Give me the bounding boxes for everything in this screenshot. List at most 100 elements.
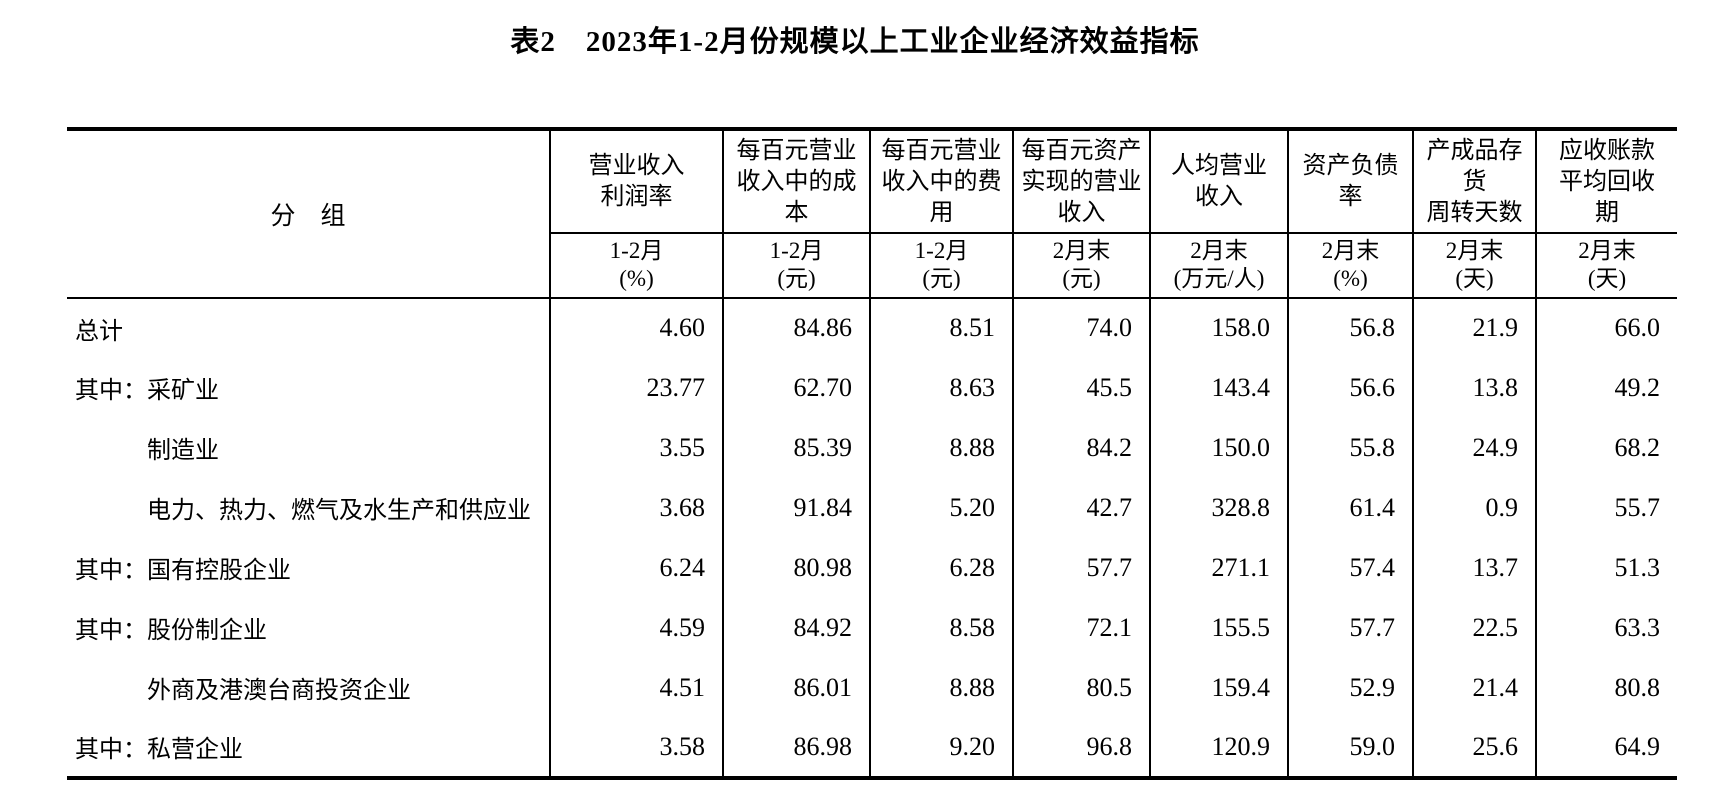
unit-expense-per-100: 1-2月 (元) <box>869 232 1013 299</box>
value-cell: 150.0 <box>1149 417 1288 478</box>
value-cell: 8.88 <box>869 657 1013 718</box>
row-label: 外商及港澳台商投资企业 <box>67 658 550 718</box>
unit-profit-rate: 1-2月 (%) <box>549 232 723 299</box>
value-cell: 49.2 <box>1535 357 1677 418</box>
value-cell: 86.98 <box>722 717 870 778</box>
unit-debt-ratio: 2月末 (%) <box>1287 232 1413 299</box>
row-label: 其中：私营企业 <box>67 718 550 778</box>
value-cell: 85.39 <box>722 417 870 478</box>
value-cell: 4.59 <box>549 597 723 658</box>
value-cell: 45.5 <box>1012 357 1150 418</box>
value-cell: 4.60 <box>549 297 723 358</box>
table-row-utilities: 电力、热力、燃气及水生产和供应业 3.68 91.84 5.20 42.7 32… <box>67 477 1677 538</box>
col-header-expense-per-100: 每百元营业 收入中的费 用 <box>869 128 1013 234</box>
row-label-text: 私营企业 <box>147 736 243 764</box>
value-cell: 4.51 <box>549 657 723 718</box>
col-header-cost-per-100: 每百元营业 收入中的成 本 <box>722 128 870 234</box>
value-cell: 22.5 <box>1412 597 1536 658</box>
unit-receivables-recovery-period: 2月末 (天) <box>1535 232 1677 299</box>
col-header-debt-ratio: 资产负债 率 <box>1287 128 1413 234</box>
value-cell: 80.98 <box>722 537 870 598</box>
row-label-prefix: 其中： <box>75 617 147 645</box>
value-cell: 3.68 <box>549 477 723 538</box>
value-cell: 6.28 <box>869 537 1013 598</box>
value-cell: 21.9 <box>1412 297 1536 358</box>
value-cell: 25.6 <box>1412 717 1536 778</box>
value-cell: 328.8 <box>1149 477 1288 538</box>
value-cell: 57.4 <box>1287 537 1413 598</box>
value-cell: 56.8 <box>1287 297 1413 358</box>
row-label-prefix: 其中： <box>75 557 147 585</box>
value-cell: 51.3 <box>1535 537 1677 598</box>
value-cell: 9.20 <box>869 717 1013 778</box>
row-label-text: 外商及港澳台商投资企业 <box>147 677 411 705</box>
row-label-text: 制造业 <box>147 437 219 465</box>
value-cell: 120.9 <box>1149 717 1288 778</box>
value-cell: 66.0 <box>1535 297 1677 358</box>
value-cell: 158.0 <box>1149 297 1288 358</box>
value-cell: 8.88 <box>869 417 1013 478</box>
value-cell: 159.4 <box>1149 657 1288 718</box>
value-cell: 91.84 <box>722 477 870 538</box>
value-cell: 84.92 <box>722 597 870 658</box>
table-row-state-owned: 其中：国有控股企业 6.24 80.98 6.28 57.7 271.1 57.… <box>67 537 1677 598</box>
value-cell: 13.7 <box>1412 537 1536 598</box>
unit-inventory-turnover-days: 2月末 (天) <box>1412 232 1536 299</box>
unit-revenue-per-capita: 2月末 (万元/人) <box>1149 232 1288 299</box>
group-column-header: 分 组 <box>67 128 550 299</box>
value-cell: 96.8 <box>1012 717 1150 778</box>
value-cell: 5.20 <box>869 477 1013 538</box>
value-cell: 24.9 <box>1412 417 1536 478</box>
value-cell: 72.1 <box>1012 597 1150 658</box>
value-cell: 84.2 <box>1012 417 1150 478</box>
row-label: 制造业 <box>67 418 550 478</box>
value-cell: 0.9 <box>1412 477 1536 538</box>
value-cell: 64.9 <box>1535 717 1677 778</box>
table-row-total: 总计 4.60 84.86 8.51 74.0 158.0 56.8 21.9 … <box>67 297 1677 358</box>
value-cell: 62.70 <box>722 357 870 418</box>
row-label-text: 电力、热力、燃气及水生产和供应业 <box>147 497 531 525</box>
unit-revenue-per-100-assets: 2月末 (元) <box>1012 232 1150 299</box>
table-row-shareholding: 其中：股份制企业 4.59 84.92 8.58 72.1 155.5 57.7… <box>67 597 1677 658</box>
row-label-prefix: 其中： <box>75 736 147 764</box>
value-cell: 52.9 <box>1287 657 1413 718</box>
value-cell: 42.7 <box>1012 477 1150 538</box>
value-cell: 155.5 <box>1149 597 1288 658</box>
value-cell: 8.58 <box>869 597 1013 658</box>
value-cell: 74.0 <box>1012 297 1150 358</box>
row-label-prefix: 其中： <box>75 377 147 405</box>
value-cell: 8.63 <box>869 357 1013 418</box>
header-row-titles: 分 组 营业收入 利润率 每百元营业 收入中的成 本 每百元营业 收入中的费 用… <box>67 128 1677 299</box>
table-row-manufacturing: 制造业 3.55 85.39 8.88 84.2 150.0 55.8 24.9… <box>67 417 1677 478</box>
value-cell: 61.4 <box>1287 477 1413 538</box>
value-cell: 86.01 <box>722 657 870 718</box>
row-label-text: 总计 <box>75 317 123 345</box>
col-header-revenue-per-100-assets: 每百元资产 实现的营业 收入 <box>1012 128 1150 234</box>
value-cell: 57.7 <box>1012 537 1150 598</box>
table-row-mining: 其中：采矿业 23.77 62.70 8.63 45.5 143.4 56.6 … <box>67 357 1677 418</box>
value-cell: 80.5 <box>1012 657 1150 718</box>
row-label-text: 国有控股企业 <box>147 557 291 585</box>
row-label-text: 采矿业 <box>147 377 219 405</box>
value-cell: 143.4 <box>1149 357 1288 418</box>
value-cell: 271.1 <box>1149 537 1288 598</box>
unit-cost-per-100: 1-2月 (元) <box>722 232 870 299</box>
value-cell: 6.24 <box>549 537 723 598</box>
row-label: 电力、热力、燃气及水生产和供应业 <box>67 478 550 538</box>
row-label: 其中：采矿业 <box>67 358 550 418</box>
col-header-inventory-turnover-days: 产成品存 货 周转天数 <box>1412 128 1536 234</box>
value-cell: 23.77 <box>549 357 723 418</box>
col-header-profit-rate: 营业收入 利润率 <box>549 128 723 234</box>
header-row-units: 1-2月 (%) 1-2月 (元) 1-2月 (元) 2月末 (元) 2月末 (… <box>67 232 1677 299</box>
value-cell: 63.3 <box>1535 597 1677 658</box>
indicators-table: 分 组 营业收入 利润率 每百元营业 收入中的成 本 每百元营业 收入中的费 用… <box>67 126 1677 780</box>
row-label: 其中：国有控股企业 <box>67 538 550 598</box>
value-cell: 21.4 <box>1412 657 1536 718</box>
table-row-private: 其中：私营企业 3.58 86.98 9.20 96.8 120.9 59.0 … <box>67 717 1677 778</box>
col-header-revenue-per-capita: 人均营业 收入 <box>1149 128 1288 234</box>
value-cell: 57.7 <box>1287 597 1413 658</box>
value-cell: 55.8 <box>1287 417 1413 478</box>
value-cell: 84.86 <box>722 297 870 358</box>
value-cell: 55.7 <box>1535 477 1677 538</box>
